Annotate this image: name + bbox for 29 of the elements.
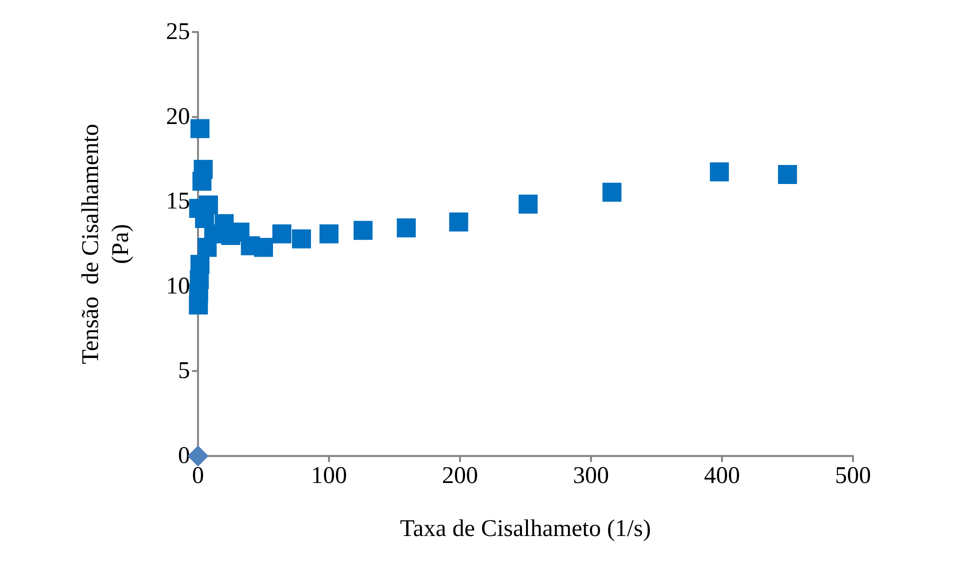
x-tick-label: 300 bbox=[573, 463, 609, 489]
point bbox=[198, 195, 218, 214]
point bbox=[320, 224, 338, 244]
y-tick-label: 10 bbox=[166, 273, 190, 300]
y-axis-title: Tensão de Cisalhamento (Pa) bbox=[78, 124, 134, 364]
y-tick-label: 5 bbox=[178, 358, 190, 384]
point bbox=[254, 238, 273, 257]
point bbox=[778, 164, 797, 184]
x-tick-label: 100 bbox=[311, 463, 347, 489]
point bbox=[190, 119, 210, 138]
point bbox=[354, 220, 373, 240]
point bbox=[272, 224, 292, 244]
point bbox=[710, 162, 729, 182]
point bbox=[292, 229, 311, 248]
x-tick-label: 200 bbox=[442, 463, 478, 489]
point bbox=[190, 254, 210, 274]
x-axis-title: Taxa de Cisalhameto (1/s) bbox=[400, 516, 651, 542]
y-tick-label: 20 bbox=[166, 104, 190, 130]
y-tick-label: 15 bbox=[166, 188, 190, 215]
point bbox=[188, 446, 208, 466]
point bbox=[449, 212, 468, 232]
y-tick-label: 0 bbox=[178, 443, 190, 469]
point bbox=[602, 182, 622, 202]
y-tick-label: 25 bbox=[166, 19, 190, 45]
x-tick-label: 500 bbox=[835, 463, 871, 489]
x-tick-label: 400 bbox=[704, 463, 740, 489]
point bbox=[194, 160, 213, 179]
point bbox=[518, 194, 538, 214]
point bbox=[396, 218, 416, 238]
